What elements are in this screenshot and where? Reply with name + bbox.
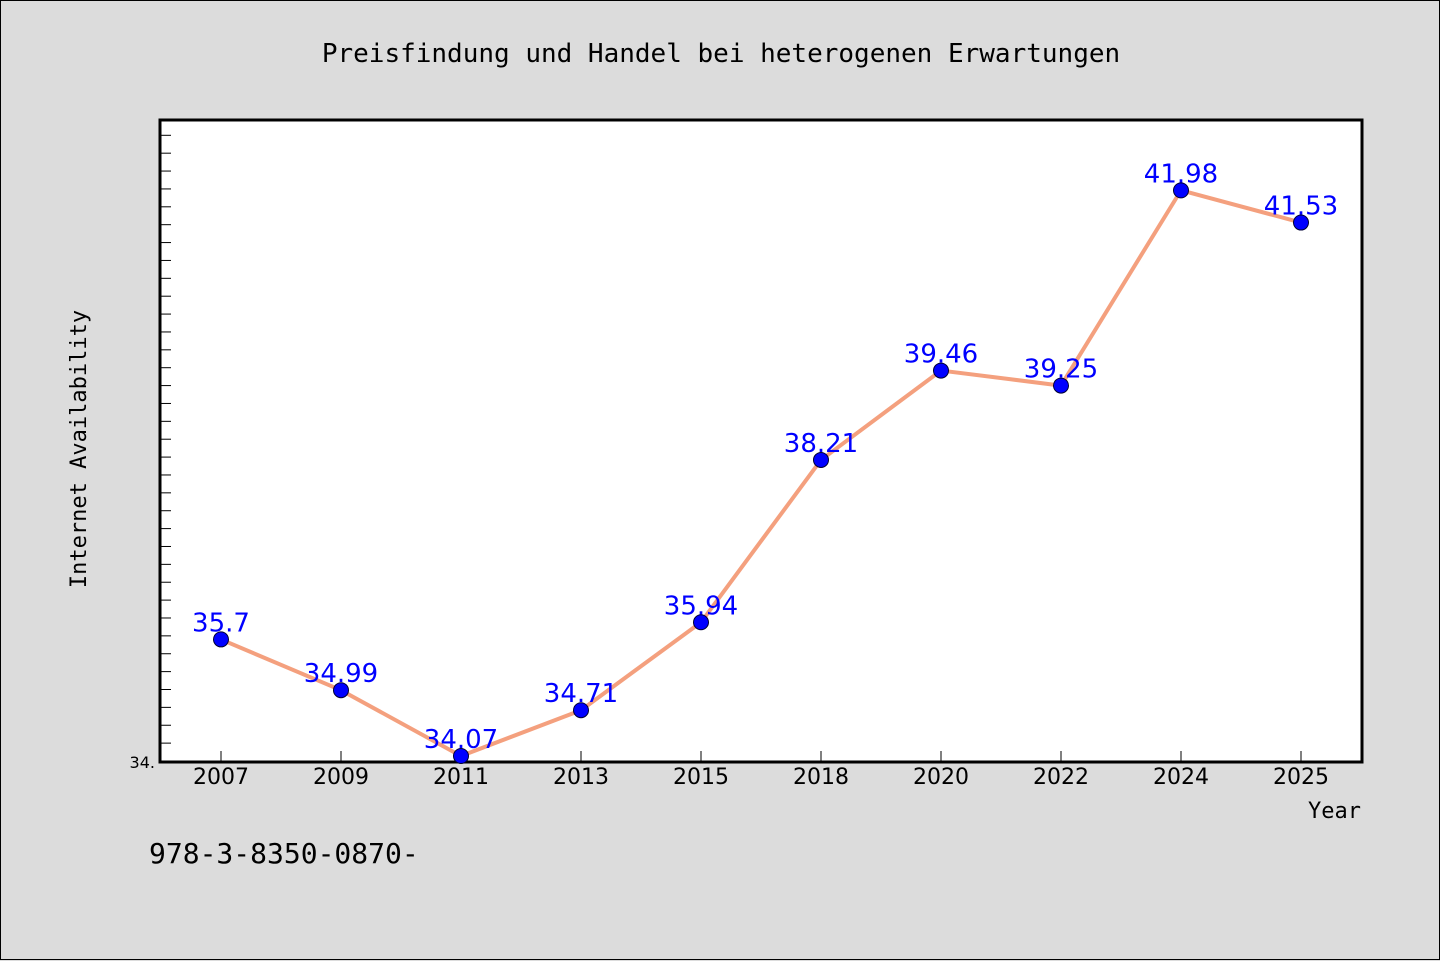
data-label: 41.98 <box>1144 159 1218 189</box>
y-axis-label: Internet Availability <box>67 310 92 588</box>
data-label: 39.25 <box>1024 355 1098 385</box>
data-point <box>693 614 709 631</box>
data-point <box>1173 182 1189 199</box>
x-tick-label: 2020 <box>913 765 969 790</box>
series-line <box>220 188 1302 758</box>
x-tick-label: 2024 <box>1153 765 1209 790</box>
x-tick-label: 2018 <box>793 765 849 790</box>
data-label: 34.71 <box>544 679 618 709</box>
data-label: 35.94 <box>664 591 738 621</box>
data-point <box>213 631 229 648</box>
data-point <box>573 702 589 719</box>
x-tick-label: 2015 <box>673 765 729 790</box>
data-label: 35.7 <box>192 608 250 638</box>
data-point <box>1053 377 1069 394</box>
data-point <box>813 451 829 468</box>
data-point <box>333 682 349 699</box>
y-min-tick-label: 34. <box>130 753 155 772</box>
x-tick-label: 2011 <box>433 765 489 790</box>
x-axis-tick-labels: 2007 2009 2011 2013 2015 2018 2020 2022 2024 2025 <box>193 765 1329 790</box>
data-label: 34.07 <box>424 725 498 755</box>
x-tick-label: 2013 <box>553 765 609 790</box>
data-label: 34.99 <box>304 659 378 689</box>
x-tick-label: 2025 <box>1273 765 1329 790</box>
data-point <box>1293 214 1309 231</box>
data-point <box>933 362 949 379</box>
footer-text: 978-3-8350-0870- <box>149 837 419 870</box>
x-tick-label: 2009 <box>313 765 369 790</box>
data-point <box>453 747 469 764</box>
data-label: 41.53 <box>1264 192 1338 222</box>
plot-area <box>158 118 1364 764</box>
y-axis-ticks <box>161 134 171 744</box>
data-label: 38.21 <box>784 429 858 459</box>
series-group: 35.7 34.99 34.07 34.71 35.94 38.21 39.46 39.25 4… <box>192 159 1338 764</box>
x-tick-label: 2007 <box>193 765 249 790</box>
x-tick-label: 2022 <box>1033 765 1089 790</box>
chart-title: Preisfindung und Handel bei heterogenen … <box>322 39 1120 69</box>
x-axis-ticks <box>220 751 1302 761</box>
x-axis-label: Year <box>1308 799 1361 824</box>
data-label: 39.46 <box>904 340 978 370</box>
